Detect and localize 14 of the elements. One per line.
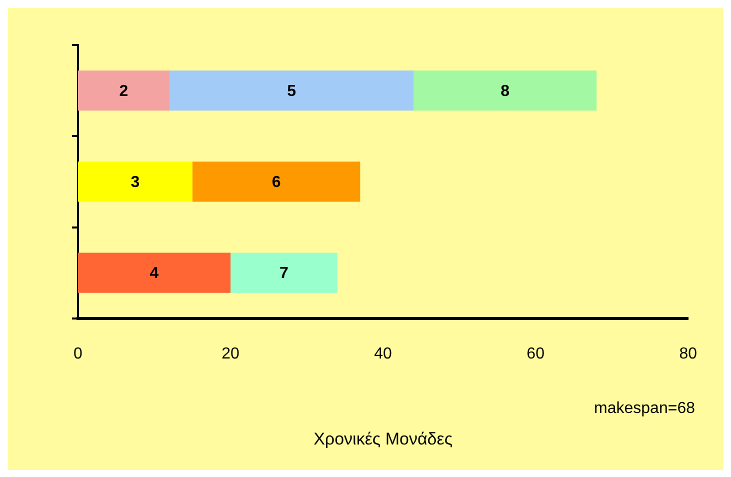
series-label: 6 bbox=[272, 174, 281, 192]
series-label: 4 bbox=[150, 265, 159, 282]
series-label: 2 bbox=[119, 82, 128, 100]
text: makespan=68 bbox=[594, 400, 695, 418]
x-axis-title: Χρονικές Μονάδες bbox=[314, 429, 453, 448]
x-tick-label: 60 bbox=[526, 345, 545, 362]
series-label: 7 bbox=[279, 265, 288, 282]
series-label: 5 bbox=[287, 82, 296, 100]
series-label: 3 bbox=[130, 174, 140, 192]
x-tick-label: 0 bbox=[74, 345, 83, 362]
x-tick-label: 40 bbox=[374, 345, 392, 362]
x-tick-label: 80 bbox=[679, 345, 698, 362]
series-label: 8 bbox=[500, 82, 510, 100]
x-tick-label: 20 bbox=[222, 345, 240, 362]
